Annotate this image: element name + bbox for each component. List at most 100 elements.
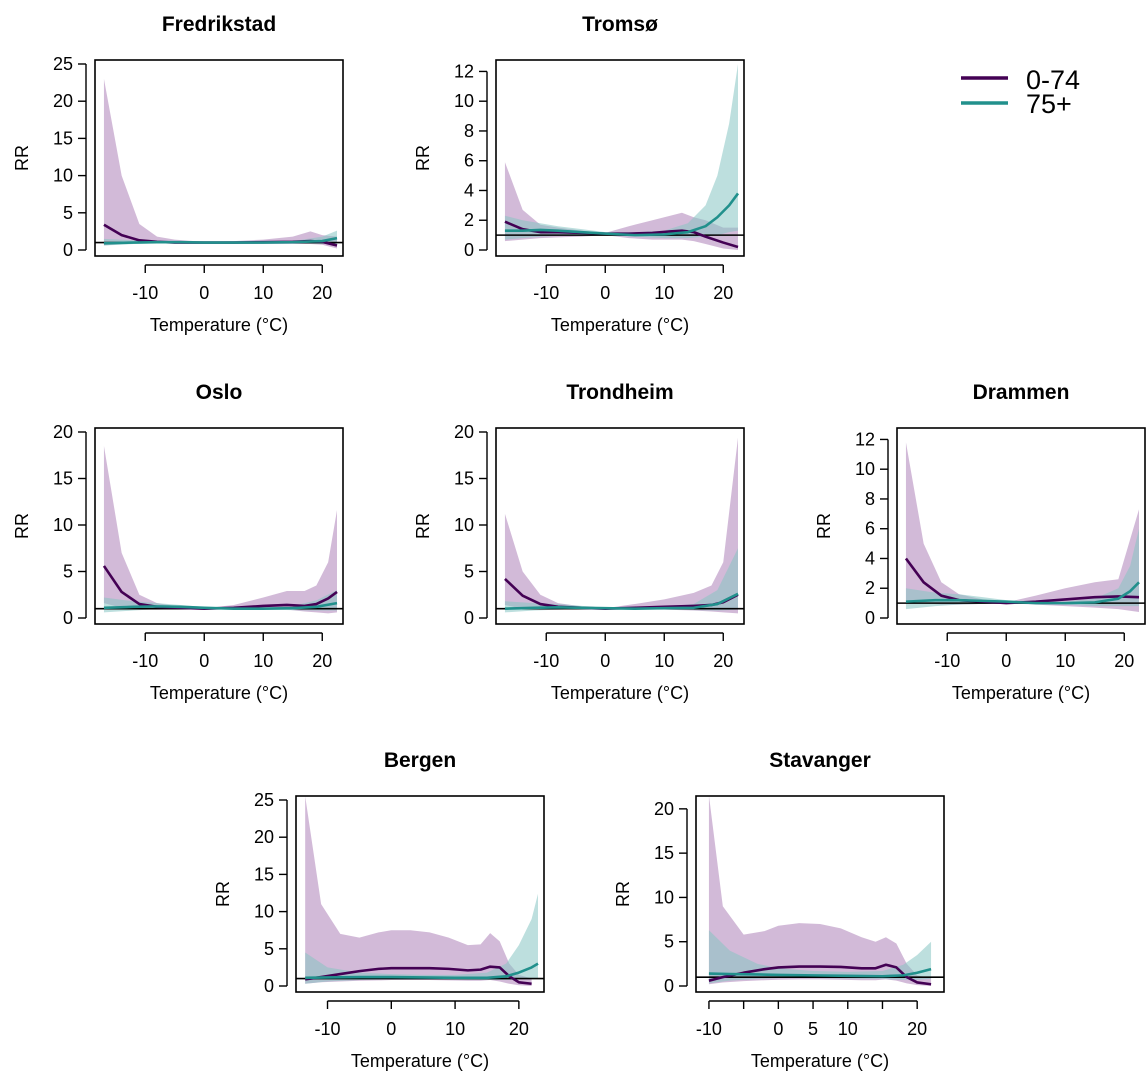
y-tick-label: 15	[654, 843, 674, 863]
y-tick-label: 20	[654, 799, 674, 819]
ci-band-0-74	[905, 442, 1139, 613]
plot-area	[95, 445, 343, 614]
ci-band-0-74	[305, 796, 532, 986]
x-tick-label: 10	[445, 1019, 465, 1039]
panel-title: Trondheim	[566, 381, 673, 404]
y-axis-label: RR	[814, 513, 834, 539]
y-tick-label: 0	[865, 608, 875, 628]
x-axis-label: Temperature (°C)	[351, 1051, 489, 1071]
y-axis: 0 5 10 15 20 25	[254, 790, 288, 996]
series-line-0-74	[504, 220, 739, 249]
plot-area	[496, 437, 744, 614]
y-tick-label: 20	[53, 91, 73, 111]
y-tick-label: 8	[865, 489, 875, 509]
y-tick-label: 2	[865, 578, 875, 598]
plot-area	[897, 442, 1145, 613]
panel-title: Bergen	[384, 749, 456, 772]
x-tick-label: 0	[600, 283, 610, 303]
y-tick-label: 15	[254, 864, 274, 884]
y-tick-label: 4	[865, 548, 875, 568]
y-tick-label: 0	[264, 976, 274, 996]
x-tick-label: 20	[312, 283, 332, 303]
y-tick-label: 20	[454, 422, 474, 442]
plot-frame	[896, 427, 1146, 625]
series-line-0-74	[904, 557, 1140, 605]
y-tick-label: 10	[855, 459, 875, 479]
y-tick-label: 15	[454, 469, 474, 489]
plot-frame	[495, 59, 745, 257]
x-tick-label: 0	[600, 651, 610, 671]
y-tick-label: 5	[464, 562, 474, 582]
plot-area	[496, 64, 744, 250]
x-tick-label: -10	[132, 651, 158, 671]
x-tick-label: 10	[253, 651, 273, 671]
plot-frame	[695, 795, 945, 993]
x-tick-label: 10	[1055, 651, 1075, 671]
plot-area	[696, 796, 944, 986]
x-axis: -10 0 10 20	[533, 632, 733, 671]
y-tick-label: 20	[254, 827, 274, 847]
panel-drammen: Drammen 0 2 4 6 8 10 12 -10 0 10 20 Temperature (°C)…	[814, 381, 1146, 703]
x-axis: -10 0 10 20	[533, 264, 733, 303]
panel-tromso: Tromsø 0 2 4 6 8 10 12 -10 0 10 20 Temperature (°C) R…	[413, 13, 745, 335]
y-axis-label: RR	[413, 145, 433, 171]
x-tick-label: 20	[713, 651, 733, 671]
y-tick-label: 25	[53, 54, 73, 74]
panel-stavanger: Stavanger 0 5 10 15 20 -10 0 5 10 20 Temperature (°…	[613, 749, 945, 1071]
panel-title: Oslo	[196, 381, 243, 404]
y-tick-label: 8	[464, 121, 474, 141]
y-tick-label: 5	[664, 932, 674, 952]
x-tick-label: 0	[199, 283, 209, 303]
y-axis: 0 5 10 15 20	[454, 422, 488, 628]
x-axis-label: Temperature (°C)	[551, 315, 689, 335]
y-tick-label: 2	[464, 210, 474, 230]
x-axis-label: Temperature (°C)	[751, 1051, 889, 1071]
y-axis: 0 2 4 6 8 10 12	[855, 429, 889, 628]
y-tick-label: 10	[254, 902, 274, 922]
ci-band-75	[504, 548, 738, 613]
y-axis-label: RR	[613, 881, 633, 907]
y-axis: 0 5 10 15 20 25	[53, 54, 87, 260]
x-tick-label: -10	[533, 283, 559, 303]
x-tick-label: 10	[654, 651, 674, 671]
y-tick-label: 5	[264, 939, 274, 959]
ci-band-0-74	[504, 437, 738, 614]
y-tick-label: 10	[454, 91, 474, 111]
y-tick-label: 12	[855, 429, 875, 449]
x-tick-label: 10	[838, 1019, 858, 1039]
plot-area	[296, 796, 544, 986]
x-tick-label: 20	[312, 651, 332, 671]
x-tick-label: 0	[773, 1019, 783, 1039]
y-tick-label: 4	[464, 180, 474, 200]
panel-title: Fredrikstad	[162, 13, 276, 36]
x-axis-label: Temperature (°C)	[150, 315, 288, 335]
x-tick-label: 0	[199, 651, 209, 671]
panel-title: Tromsø	[582, 13, 658, 36]
x-tick-label: -10	[533, 651, 559, 671]
x-tick-label: 20	[713, 283, 733, 303]
x-axis-label: Temperature (°C)	[952, 683, 1090, 703]
x-axis: -10 0 10 20	[934, 632, 1134, 671]
x-axis: -10 0 5 10 20	[696, 1000, 927, 1039]
x-tick-label: 10	[253, 283, 273, 303]
x-tick-label: 10	[654, 283, 674, 303]
y-tick-label: 6	[865, 519, 875, 539]
plot-frame	[495, 427, 745, 625]
y-tick-label: 5	[63, 562, 73, 582]
y-tick-label: 15	[53, 469, 73, 489]
x-axis: -10 0 10 20	[132, 264, 332, 303]
y-tick-label: 0	[63, 608, 73, 628]
series-line-0-74	[305, 965, 532, 986]
x-tick-label: -10	[696, 1019, 722, 1039]
plot-frame	[94, 59, 344, 257]
x-tick-label: -10	[132, 283, 158, 303]
x-tick-label: 0	[386, 1019, 396, 1039]
y-tick-label: 0	[464, 608, 474, 628]
x-tick-label: 20	[509, 1019, 529, 1039]
x-tick-label: 20	[1114, 651, 1134, 671]
y-tick-label: 0	[63, 240, 73, 260]
panel-oslo: Oslo 0 5 10 15 20 -10 0 10 20 Temperature (°C) RR	[12, 381, 344, 703]
y-tick-label: 0	[464, 240, 474, 260]
x-axis-label: Temperature (°C)	[551, 683, 689, 703]
